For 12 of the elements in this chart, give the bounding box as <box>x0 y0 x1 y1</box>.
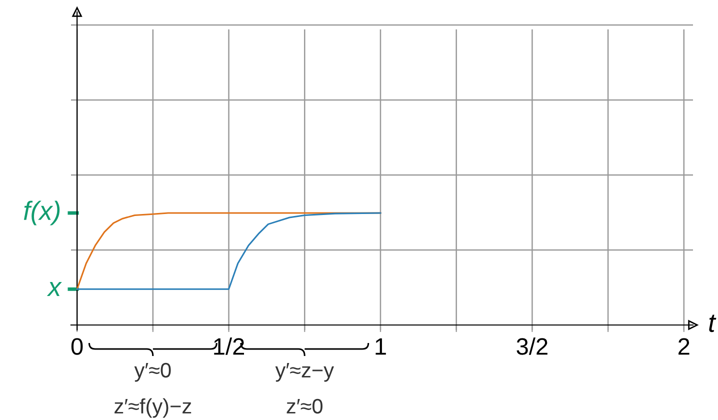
text: y′≈0 <box>134 362 171 382</box>
ref-line-label: x <box>46 282 62 296</box>
ref-line-label: f(x) <box>24 200 60 226</box>
x-axis-title: t <box>709 314 716 332</box>
x-tick-label: 1 <box>376 338 386 355</box>
x-tick-label: 2 <box>678 338 690 355</box>
text: z′≈0 <box>286 398 322 414</box>
x-tick-label: 3/2 <box>516 338 548 355</box>
text: z′≈f(y)−z <box>114 398 192 418</box>
x-tick-label: 0 <box>71 338 83 355</box>
text: y′≈z−y <box>275 363 334 382</box>
x-tick-label: 1/2 <box>214 338 244 355</box>
